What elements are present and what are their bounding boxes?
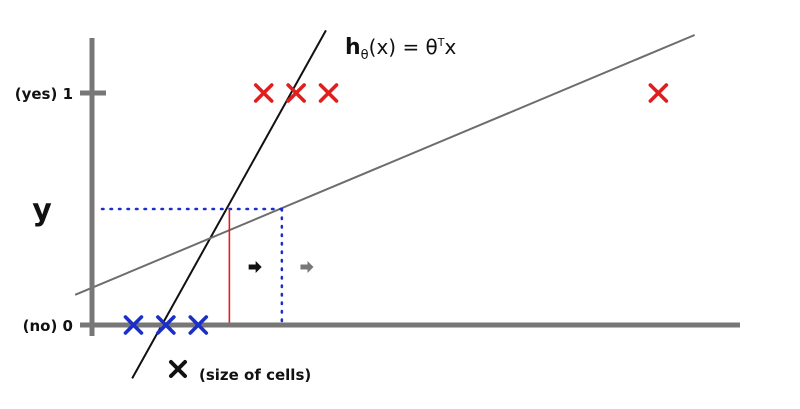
x-axis-label: (size of cells) xyxy=(199,366,311,384)
shift-arrows xyxy=(248,261,314,273)
hypothesis-h: h xyxy=(345,35,361,60)
data-point-stroke-b xyxy=(188,315,209,335)
data-points xyxy=(123,83,669,335)
shift-arrow-icon-1 xyxy=(248,261,262,273)
hypothesis-rest: (x) = θ xyxy=(369,35,438,59)
data-point-stroke-b xyxy=(286,83,306,103)
data-point-yes-4 xyxy=(648,83,669,103)
data-point-stroke-b xyxy=(648,83,669,103)
data-point-no-3 xyxy=(188,315,209,335)
hypothesis-end: x xyxy=(445,35,457,59)
data-point-no-1 xyxy=(123,315,144,335)
x-axis-cross-icon xyxy=(169,360,187,378)
data-point-stroke-b xyxy=(253,83,274,103)
hypothesis-label: hθ(x) = θTx xyxy=(345,35,457,63)
hypothesis-superscript: T xyxy=(437,36,445,49)
data-point-stroke-b xyxy=(123,315,144,335)
fit-line-shallow xyxy=(74,34,696,296)
hypothesis-subscript: θ xyxy=(361,48,369,63)
data-point-yes-1 xyxy=(253,83,274,103)
shift-arrow-icon-2 xyxy=(300,261,314,273)
threshold-guides xyxy=(100,207,284,327)
axes xyxy=(80,38,740,336)
data-point-no-2 xyxy=(156,315,176,335)
y-tick-label-yes: (yes) 1 xyxy=(15,85,73,103)
y-axis-label: y xyxy=(32,193,52,228)
data-point-stroke-b xyxy=(318,83,339,103)
x-axis-cross-stroke-b xyxy=(169,360,187,378)
data-point-yes-3 xyxy=(318,83,339,103)
data-point-yes-2 xyxy=(286,83,306,103)
data-point-stroke-b xyxy=(156,315,176,335)
y-tick-label-no: (no) 0 xyxy=(23,317,73,335)
